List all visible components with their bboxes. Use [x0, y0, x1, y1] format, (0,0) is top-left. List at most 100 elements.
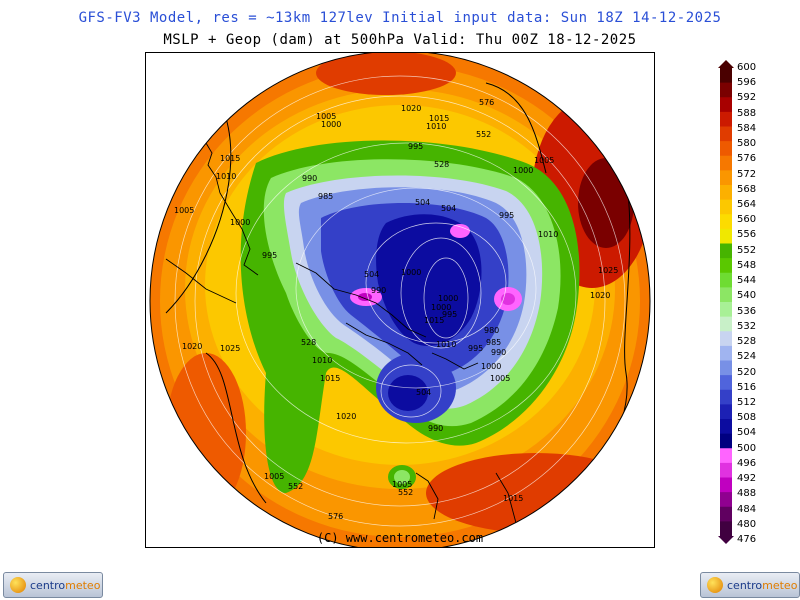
- pressure-label: 995: [408, 142, 423, 151]
- pressure-label: 1015: [429, 114, 449, 123]
- pressure-label: 1015: [220, 154, 240, 163]
- colorbar-label: 488: [737, 488, 757, 500]
- colorbar-label: 552: [737, 244, 757, 256]
- colorbar-cell: [720, 477, 732, 493]
- centrometeo-logo-right[interactable]: centro meteo: [700, 572, 800, 598]
- colorbar-label: 572: [737, 168, 757, 180]
- colorbar-cell: [720, 258, 732, 274]
- colorbar-cell: [720, 433, 732, 449]
- pressure-label: 990: [491, 348, 506, 357]
- pressure-label: 1015: [503, 494, 523, 503]
- pressure-label: 1000: [513, 166, 533, 175]
- colorbar-label: 508: [737, 412, 757, 424]
- colorbar-label: 584: [737, 122, 757, 134]
- colorbar-label: 528: [737, 336, 757, 348]
- colorbar-label: 484: [737, 503, 757, 515]
- colorbar-cell: [720, 287, 732, 303]
- pressure-label: 1010: [312, 356, 332, 365]
- colorbar-cell: [720, 170, 732, 186]
- colorbar-label: 492: [737, 473, 757, 485]
- pressure-label: 1015: [424, 316, 444, 325]
- globe-icon: [10, 577, 26, 593]
- geopotential-labels: 576 552 528 504 504 504 504 528 552 552 …: [288, 98, 494, 521]
- logo-text-accent: meteo: [65, 578, 101, 592]
- colorbar-label: 548: [737, 259, 757, 271]
- pressure-label: 1010: [538, 230, 558, 239]
- colorbar-label: 536: [737, 305, 757, 317]
- pressure-label: 990: [371, 286, 386, 295]
- colorbar-cell: [720, 389, 732, 405]
- map-title-field: MSLP + Geop (dam) at 500hPa Valid: Thu 0…: [163, 32, 637, 48]
- colorbar-cell: [720, 375, 732, 391]
- colorbar-label: 596: [737, 77, 757, 89]
- pressure-label: 1005: [264, 472, 284, 481]
- pressure-label: 1020: [401, 104, 421, 113]
- colorbar-label: 556: [737, 229, 757, 241]
- colorbar-cell: [720, 126, 732, 142]
- colorbar-label: 592: [737, 92, 757, 104]
- colorbar-cell: [720, 492, 732, 508]
- colorbar-label: 504: [737, 427, 757, 439]
- pressure-label: 980: [484, 326, 499, 335]
- colorbar-label: 500: [737, 442, 757, 454]
- pressure-labels: 1020 1015 1010 1005 1000 995 1015 1010 9…: [174, 104, 618, 503]
- geopotential-label: 504: [364, 270, 379, 279]
- pressure-label: 985: [486, 338, 501, 347]
- colorbar-label: 540: [737, 290, 757, 302]
- colorbar-label: 532: [737, 320, 757, 332]
- pressure-label: 1005: [534, 156, 554, 165]
- copyright-text: (C) www.centrometeo.com: [316, 531, 484, 545]
- pressure-label: 1005: [490, 374, 510, 383]
- geopotential-label: 552: [476, 130, 491, 139]
- colorbar-cell: [720, 155, 732, 171]
- pressure-label: 995: [499, 211, 514, 220]
- pressure-label: 1025: [220, 344, 240, 353]
- pressure-label: 995: [468, 344, 483, 353]
- coastlines: [165, 142, 517, 524]
- colorbar-cell: [720, 228, 732, 244]
- colorbar-labels: 600 596 592 588 584 580 576 572 568 564 560 556 552 5…: [737, 62, 777, 545]
- colorbar-bottom-arrow: [718, 536, 734, 544]
- colorbar-cell: [720, 331, 732, 347]
- pressure-label: 990: [302, 174, 317, 183]
- pressure-label: 1000: [321, 120, 341, 129]
- colorbar-label: 600: [737, 62, 757, 73]
- pressure-label: 995: [442, 310, 457, 319]
- map-title-model: GFS-FV3 Model, res = ~13km 127lev Initia…: [78, 10, 722, 26]
- colorbar-cell: [720, 404, 732, 420]
- pressure-label: 1000: [401, 268, 421, 277]
- pressure-label: 1015: [320, 374, 340, 383]
- colorbar: [718, 60, 734, 544]
- colorbar-cell: [720, 360, 732, 376]
- pressure-label: 1020: [590, 291, 610, 300]
- colorbar-cell: [720, 462, 732, 478]
- colorbar-label: 520: [737, 366, 757, 378]
- colorbar-cell: [720, 68, 732, 84]
- colorbar-cell: [720, 141, 732, 157]
- geopotential-label: 504: [415, 198, 430, 207]
- colorbar-label: 564: [737, 199, 757, 211]
- pressure-label: 1010: [436, 340, 456, 349]
- pressure-label: 1020: [182, 342, 202, 351]
- geopotential-label: 528: [301, 338, 316, 347]
- geopotential-label: 504: [416, 388, 431, 397]
- colorbar-cell: [720, 97, 732, 113]
- logo-text-accent: meteo: [762, 578, 798, 592]
- colorbar-label: 560: [737, 214, 757, 226]
- pressure-label: 1010: [426, 122, 446, 131]
- pressure-label: 985: [318, 192, 333, 201]
- colorbar-label: 576: [737, 153, 757, 165]
- pressure-label: 1000: [438, 294, 458, 303]
- colorbar-cell: [720, 419, 732, 435]
- colorbar-cell: [720, 448, 732, 464]
- logo-text-main: centro: [30, 578, 66, 592]
- geopotential-label: 552: [288, 482, 303, 491]
- pressure-label: 995: [262, 251, 277, 260]
- pressure-label: 1025: [598, 266, 618, 275]
- pressure-label: 1000: [230, 218, 250, 227]
- colorbar-cell: [720, 199, 732, 215]
- logo-text-main: centro: [727, 578, 763, 592]
- geopotential-label: 576: [479, 98, 494, 107]
- centrometeo-logo-left[interactable]: centro meteo: [3, 572, 103, 598]
- colorbar-cell: [720, 316, 732, 332]
